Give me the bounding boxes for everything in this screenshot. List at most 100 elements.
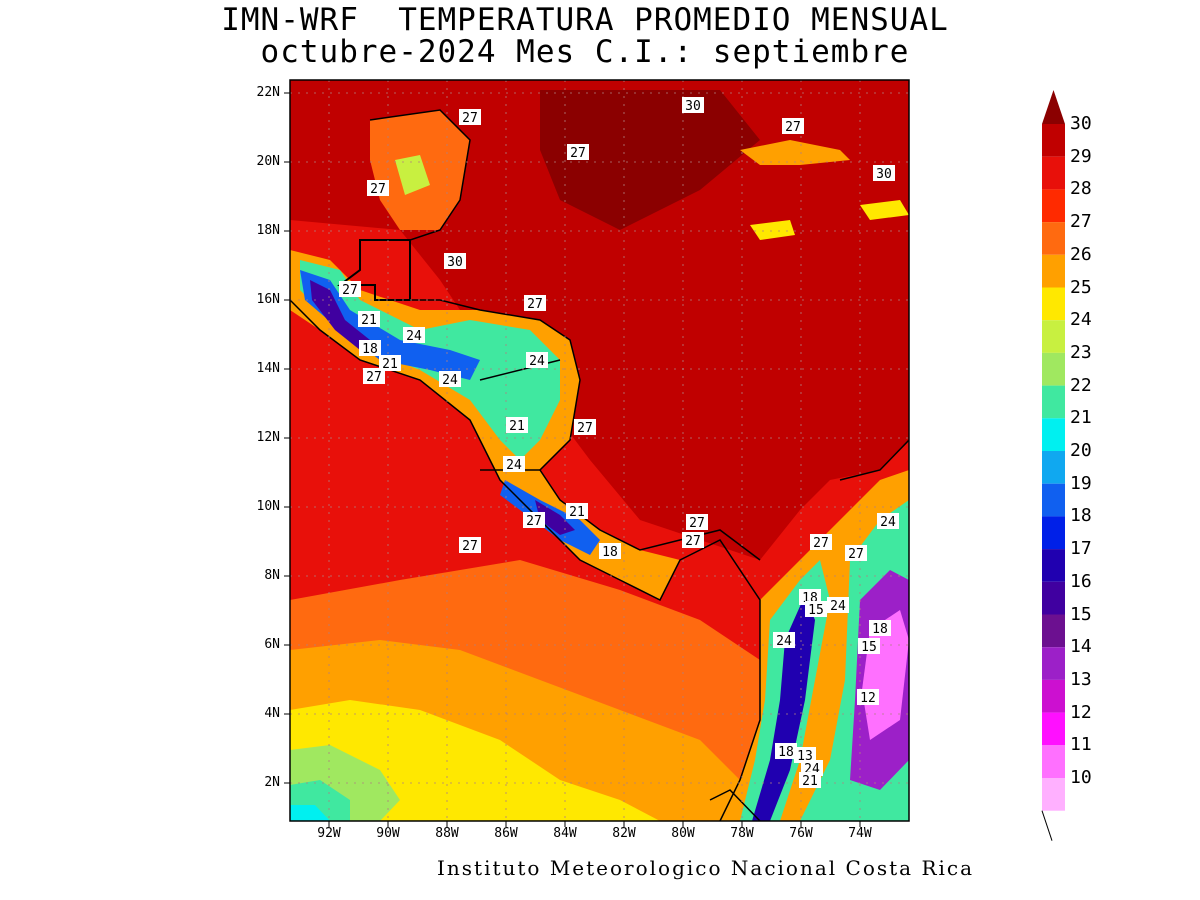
contour-label: 27 (845, 545, 867, 562)
svg-text:21: 21 (569, 505, 585, 520)
lat-label: 20N (256, 154, 280, 169)
map-subtitle: octubre-2024 Mes C.I.: septiembre (260, 34, 910, 70)
colorbar-swatch (1042, 352, 1065, 386)
axis-ticks (284, 92, 861, 827)
contour-label: 27 (459, 537, 481, 554)
lon-label: 92W (317, 826, 341, 841)
pacific-21-zone (290, 805, 330, 821)
svg-text:18: 18 (872, 622, 888, 637)
colorbar-label: 14 (1070, 636, 1092, 658)
map-title: IMN-WRF TEMPERATURA PROMEDIO MENSUAL (221, 2, 949, 38)
colorbar-label: 15 (1070, 603, 1092, 625)
contour-label: 24 (877, 513, 899, 530)
cuba-east (740, 140, 850, 165)
map-frame (289, 79, 910, 822)
svg-text:12: 12 (860, 691, 876, 706)
colorbar-swatch (1042, 581, 1065, 615)
colorbar-swatch (1042, 418, 1065, 451)
svg-text:24: 24 (880, 515, 896, 530)
svg-text:30: 30 (876, 167, 892, 182)
colorbar-label: 12 (1070, 701, 1092, 723)
lat-label: 16N (256, 292, 280, 307)
svg-text:27: 27 (685, 534, 701, 549)
svg-text:18: 18 (602, 545, 618, 560)
svg-text:24: 24 (506, 458, 522, 473)
svg-text:27: 27 (570, 146, 586, 161)
svg-text:27: 27 (577, 421, 593, 436)
contour-label: 24 (403, 327, 425, 344)
colorbar-swatch (1042, 124, 1065, 157)
colorbar-label: 24 (1070, 309, 1092, 331)
svg-text:27: 27 (342, 283, 358, 298)
highlands-15-zone (310, 280, 370, 350)
svg-text:30: 30 (685, 99, 701, 114)
colorbar-label: 22 (1070, 374, 1092, 396)
svg-text:21: 21 (802, 774, 818, 789)
colorbar-swatch (1042, 222, 1065, 255)
lat-label: 8N (264, 568, 280, 583)
colorbar-label: 28 (1070, 178, 1092, 200)
colorbar-label: 16 (1070, 570, 1092, 592)
lon-label: 88W (435, 826, 459, 841)
contour-label: 21 (358, 311, 380, 328)
colorbar-label: 18 (1070, 505, 1092, 527)
svg-text:27: 27 (527, 297, 543, 312)
colorbar-label: 10 (1070, 767, 1092, 788)
jamaica (750, 220, 795, 240)
svg-text:27: 27 (689, 516, 705, 531)
yucatan-cool-spot (395, 155, 430, 195)
lat-label: 18N (256, 223, 280, 238)
lon-label: 82W (612, 826, 636, 841)
costa-rica-peak (535, 500, 575, 535)
svg-text:24: 24 (776, 634, 792, 649)
svg-text:21: 21 (509, 419, 525, 434)
svg-text:24: 24 (529, 354, 545, 369)
colorbar-swatch (1042, 189, 1065, 223)
contour-label: 18 (599, 543, 621, 560)
colorbar-swatch (1042, 254, 1065, 288)
caribbean-coastline (369, 109, 761, 561)
svg-text:21: 21 (361, 313, 377, 328)
lon-label: 90W (376, 826, 400, 841)
contour-label: 27 (682, 532, 704, 549)
contour-label: 27 (367, 180, 389, 197)
contour-label: 24 (503, 456, 525, 473)
ecuador-border (709, 789, 761, 821)
contour-label: 27 (574, 419, 596, 436)
colorbar-swatch (1042, 156, 1065, 190)
colorbar-label: 13 (1070, 668, 1092, 690)
svg-text:24: 24 (442, 373, 458, 388)
svg-text:24: 24 (406, 329, 422, 344)
lat-label: 4N (264, 706, 280, 721)
colorbar-label: 11 (1070, 734, 1092, 756)
contour-label: 27 (567, 144, 589, 161)
contour-label: 30 (682, 97, 704, 114)
colorbar-label: 26 (1070, 243, 1092, 265)
colorbar-swatch (1042, 516, 1065, 550)
colombia-coastline (839, 439, 909, 481)
lon-label: 78W (730, 826, 754, 841)
svg-text:15: 15 (861, 640, 877, 655)
contour-label: 27 (363, 368, 385, 385)
contour-label: 27 (524, 295, 546, 312)
lat-label: 12N (256, 430, 280, 445)
lon-label: 76W (789, 826, 813, 841)
colorbar-label: 27 (1070, 211, 1092, 233)
contour-label: 15 (805, 601, 827, 618)
colorbar-swatch (1042, 614, 1065, 648)
svg-text:27: 27 (848, 547, 864, 562)
hispaniola (860, 200, 909, 220)
svg-text:30: 30 (447, 255, 463, 270)
colorbar-swatch (1042, 679, 1065, 713)
lat-label: 22N (256, 85, 280, 100)
contour-label: 21 (799, 772, 821, 789)
svg-text:18: 18 (362, 342, 378, 357)
contour-label: 24 (773, 632, 795, 649)
colorbar-swatch (1042, 647, 1065, 680)
guatemala-border (337, 239, 411, 301)
lat-label: 6N (264, 637, 280, 652)
contour-label: 27 (686, 514, 708, 531)
colorbar-swatch (1042, 320, 1065, 353)
svg-text:21: 21 (382, 357, 398, 372)
lat-label: 14N (256, 361, 280, 376)
